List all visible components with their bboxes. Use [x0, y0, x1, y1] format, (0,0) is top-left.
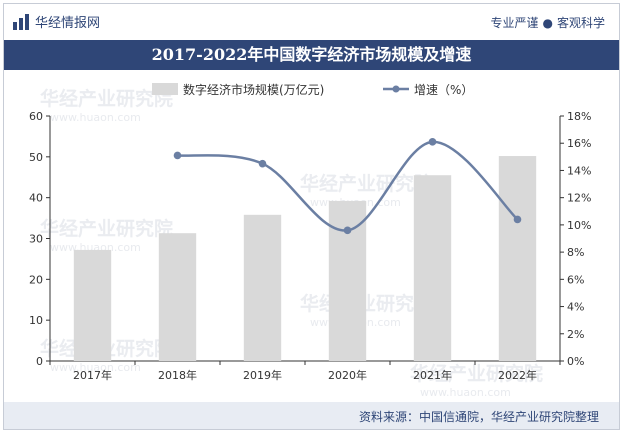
growth-point [258, 159, 267, 168]
y-right-tick-label: 18% [567, 110, 591, 123]
slogan-right: 客观科学 [556, 16, 605, 30]
growth-point [513, 215, 522, 224]
y-right-tick-label: 2% [567, 328, 584, 341]
legend-label-bar: 数字经济市场规模(万亿元) [183, 82, 324, 97]
watermark-url: www.huaon.com [50, 361, 141, 374]
growth-line [173, 138, 522, 235]
watermark-url: www.huaon.com [420, 386, 511, 399]
growth-point [343, 226, 352, 235]
watermark-url: www.huaon.com [50, 241, 141, 254]
y-right-tick-label: 8% [567, 246, 584, 259]
y-right-tick-label: 6% [567, 273, 584, 286]
y-right-tick-label: 0% [567, 355, 584, 368]
legend-line-marker [392, 85, 400, 93]
footer: 资料来源：中国信通院，华经产业研究院整理 [4, 402, 619, 429]
bar [158, 233, 197, 361]
y-left-tick-label: 40 [29, 192, 43, 205]
slogan: 专业严谨 ● 客观科学 [490, 14, 605, 31]
watermark-text: 华经产业研究院 [300, 172, 433, 195]
x-tick-label: 2022年 [498, 368, 537, 382]
bar [243, 214, 282, 361]
y-left-tick-label: 10 [29, 314, 43, 327]
x-tick-label: 2018年 [158, 368, 197, 382]
growth-point [428, 138, 437, 146]
bar-chart-logo-icon [13, 13, 29, 30]
y-left-tick-label: 50 [29, 151, 43, 164]
legend-bar-swatch [152, 83, 178, 95]
watermarks: 华经产业研究院www.huaon.com华经产业研究院www.huaon.com… [40, 87, 543, 399]
slogan-dot: ● [542, 16, 553, 30]
watermark-text: 华经产业研究院 [410, 362, 543, 385]
brand: 华经情报网 [12, 12, 100, 31]
watermark-text: 华经产业研究院 [40, 217, 173, 240]
y-left-tick-label: 30 [29, 233, 43, 246]
y-right-tick-label: 12% [567, 192, 591, 205]
y-right-tick-label: 14% [567, 164, 591, 177]
bar [413, 175, 452, 361]
slogan-left: 专业严谨 [490, 16, 539, 30]
bars [73, 156, 537, 361]
axes: 0 10 20 30 40 50 60 0% 2% 4% 6% 8% 10% 12% 14% 16% 18% 20… [29, 110, 591, 382]
x-tick-label: 2019年 [243, 368, 282, 382]
bar [73, 249, 112, 361]
source-note: 资料来源：中国信通院，华经产业研究院整理 [358, 410, 599, 424]
watermark-text: 华经产业研究院 [300, 292, 433, 315]
y-right-tick-label: 10% [567, 219, 591, 232]
watermark-url: www.huaon.com [50, 111, 141, 124]
x-tick-label: 2020年 [328, 368, 367, 382]
legend-label-line: 增速（%） [414, 83, 473, 97]
brand-name: 华经情报网 [35, 16, 101, 31]
x-tick-label: 2021年 [413, 368, 452, 382]
header: 华经情报网 专业严谨 ● 客观科学 [4, 4, 619, 38]
chart-title: 2017-2022年中国数字经济市场规模及增速 [4, 40, 619, 70]
y-left-tick-label: 0 [36, 355, 43, 368]
y-right-tick-label: 16% [567, 137, 591, 150]
y-left-tick-label: 60 [29, 110, 43, 123]
growth-point [173, 151, 182, 160]
x-tick-label: 2017年 [73, 368, 112, 382]
watermark-text: 华经产业研究院 [40, 87, 173, 110]
legend: 数字经济市场规模(万亿元) 增速（%） [152, 82, 473, 97]
y-right-tick-label: 4% [567, 301, 584, 314]
y-left-tick-label: 20 [29, 273, 43, 286]
bar [498, 156, 537, 361]
